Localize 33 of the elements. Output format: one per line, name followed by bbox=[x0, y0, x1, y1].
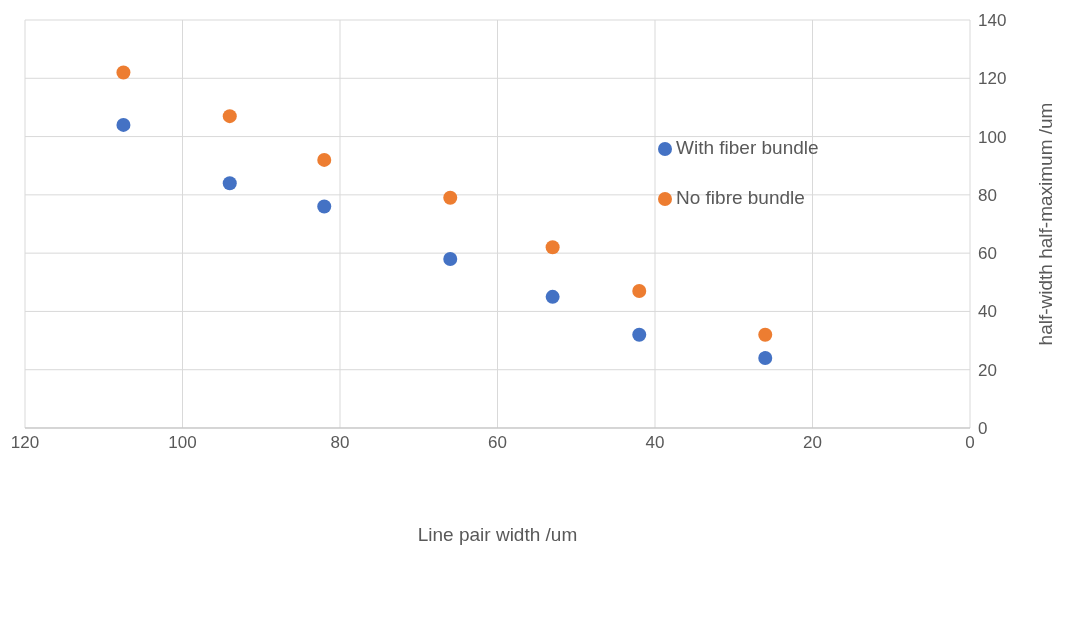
x-tick-label: 40 bbox=[645, 433, 665, 453]
x-tick-label: 0 bbox=[965, 433, 975, 453]
point bbox=[317, 152, 332, 167]
point bbox=[222, 109, 237, 124]
point bbox=[443, 251, 458, 266]
y-axis-title: half-width half-maximum /um bbox=[1034, 102, 1056, 346]
x-tick-label: 80 bbox=[330, 433, 350, 453]
point bbox=[116, 65, 131, 80]
x-axis-title: Line pair width /um bbox=[417, 524, 578, 546]
x-tick-label: 60 bbox=[488, 433, 507, 453]
point bbox=[317, 199, 332, 214]
legend-label: No fibre bundle bbox=[676, 187, 805, 208]
point bbox=[758, 327, 773, 342]
y-tick-label: 0 bbox=[978, 419, 988, 439]
point bbox=[443, 190, 458, 205]
point bbox=[545, 289, 560, 304]
x-tick-label: 20 bbox=[803, 433, 822, 453]
y-tick-label: 40 bbox=[978, 302, 997, 322]
point bbox=[116, 117, 131, 132]
y-tick-label: 60 bbox=[978, 244, 997, 264]
x-tick-label: 120 bbox=[10, 433, 40, 453]
point bbox=[222, 176, 237, 191]
point bbox=[545, 240, 560, 255]
y-tick-label: 140 bbox=[978, 11, 1007, 31]
point bbox=[632, 327, 647, 342]
y-tick-label: 80 bbox=[978, 185, 997, 205]
x-tick-label: 100 bbox=[168, 433, 197, 453]
legend-label: With fiber bundle bbox=[676, 137, 819, 158]
y-tick-label: 20 bbox=[978, 360, 997, 380]
point bbox=[758, 351, 773, 366]
y-tick-label: 120 bbox=[978, 69, 1007, 89]
y-tick-label: 100 bbox=[978, 127, 1007, 147]
point bbox=[632, 284, 647, 299]
